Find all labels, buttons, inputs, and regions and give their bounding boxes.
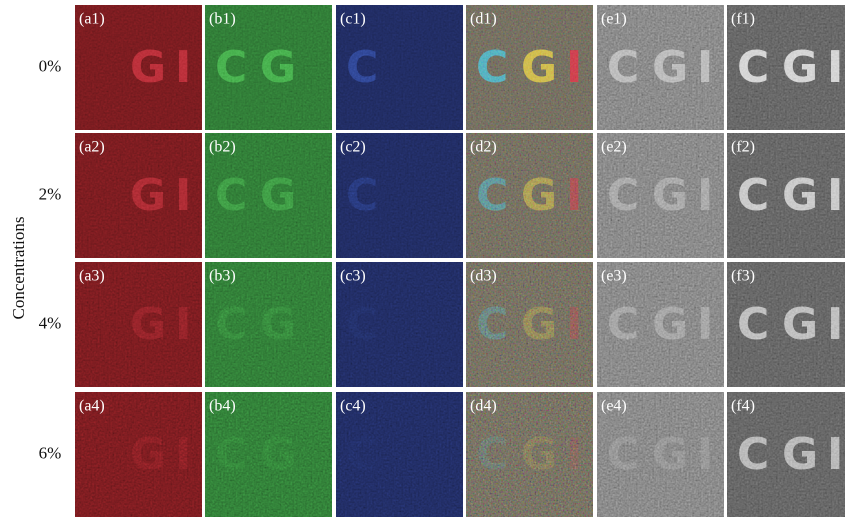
panel: CGI(d4) xyxy=(466,392,593,517)
panel-label: (d2) xyxy=(470,139,497,156)
panel-label: (d4) xyxy=(470,398,497,415)
panel-label: (a1) xyxy=(79,11,105,28)
panel: CGI(f3) xyxy=(727,262,845,387)
panel-label: (e4) xyxy=(601,398,627,415)
panel-label: (a3) xyxy=(79,268,105,285)
panel-label: (c2) xyxy=(340,139,366,156)
panel: C(c1) xyxy=(336,5,463,130)
panel: C(c2) xyxy=(336,133,463,258)
row-label: 4% xyxy=(39,313,62,332)
panel-label: (c1) xyxy=(340,11,366,28)
row-label: 2% xyxy=(39,184,62,203)
panel-label: (c4) xyxy=(340,398,366,415)
panel: CGI(f4) xyxy=(727,392,845,517)
panel: CGI(f2) xyxy=(727,133,845,258)
panel-label: (c3) xyxy=(340,268,366,285)
figure: Concentrations 0% GI(a1)CG(b1)C(c1)CGI(d1… xyxy=(0,0,845,521)
panel-label: (f3) xyxy=(731,268,755,285)
panel-label: (b1) xyxy=(209,11,236,28)
panel-label: (d3) xyxy=(470,268,497,285)
panel-label: (f2) xyxy=(731,139,755,156)
panel-label: (e2) xyxy=(601,139,627,156)
panel: CG(b4) xyxy=(205,392,332,517)
panel-label: (a4) xyxy=(79,398,105,415)
panel-label: (b3) xyxy=(209,268,236,285)
panel: CGI(e3) xyxy=(597,262,724,387)
panel: GI(a4) xyxy=(75,392,202,517)
panel-label: (e1) xyxy=(601,11,627,28)
panel: CGI(e2) xyxy=(597,133,724,258)
panel-label: (f1) xyxy=(731,11,755,28)
panel: CGI(e4) xyxy=(597,392,724,517)
panel-label: (f4) xyxy=(731,398,755,415)
panel: CGI(e1) xyxy=(597,5,724,130)
panel-label: (a2) xyxy=(79,139,105,156)
row-label: 0% xyxy=(39,56,62,75)
panel-label: (b4) xyxy=(209,398,236,415)
panel: C(c3) xyxy=(336,262,463,387)
panel-label: (d1) xyxy=(470,11,497,28)
panel: CGI(f1) xyxy=(727,5,845,130)
panel-label: (b2) xyxy=(209,139,236,156)
y-label: Concentrations xyxy=(9,217,28,320)
panel-label: (e3) xyxy=(601,268,627,285)
panel: C(c4) xyxy=(336,392,463,517)
row-label: 6% xyxy=(39,443,62,462)
